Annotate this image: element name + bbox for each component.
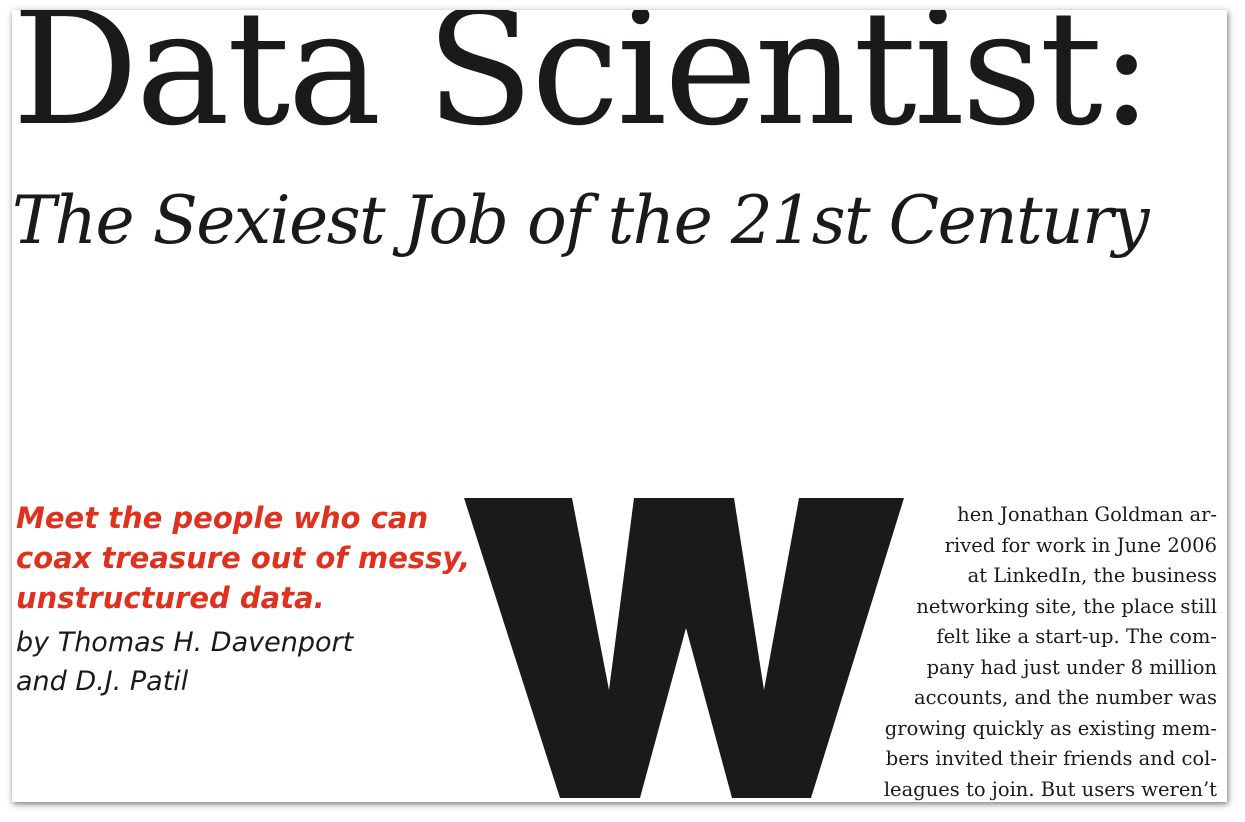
byline-authors-line-1: by Thomas H. Davenport (16, 627, 354, 658)
body-text-line: bers invited their friends and col- (885, 747, 1217, 770)
body-text-line: growing quickly as existing mem- (884, 716, 1217, 740)
body-text-line: leagues to join. But users weren’t (883, 777, 1217, 801)
body-text-line: hen Jonathan Goldman ar- (957, 503, 1217, 526)
article-body-column: hen Jonathan Goldman ar-rived for work i… (857, 500, 1217, 802)
body-text-line: networking site, the place still (916, 594, 1217, 618)
byline-authors-line-2: and D.J. Patil (16, 666, 189, 697)
body-text-line: felt like a start-up. The com- (936, 625, 1217, 648)
article-subtitle: The Sexiest Job of the 21st Century (12, 182, 1150, 259)
body-text-line: at LinkedIn, the business (967, 564, 1217, 587)
article-title: Data Scientist: (12, 10, 1153, 161)
byline: by Thomas H. Davenport and D.J. Patil (16, 623, 476, 701)
magazine-page: Data Scientist: The Sexiest Job of the 2… (12, 10, 1227, 802)
drop-cap-w (464, 498, 904, 798)
body-text-line: pany had just under 8 million (926, 655, 1217, 679)
body-text-line: accounts, and the number was (913, 686, 1217, 709)
body-text-line: rived for work in June 2006 (944, 533, 1217, 557)
article-deck: Meet the people who can coax treasure ou… (16, 501, 471, 615)
